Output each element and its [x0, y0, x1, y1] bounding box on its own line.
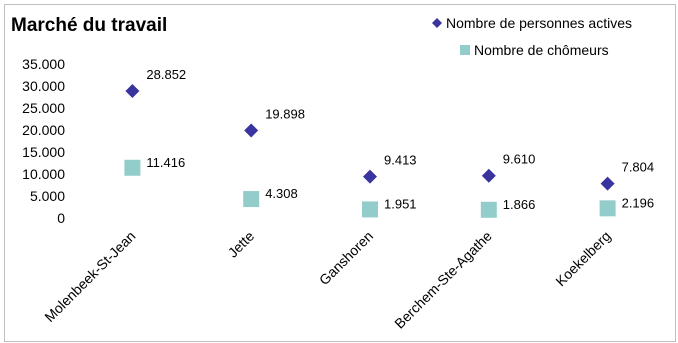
chart-marks: 28.852 19.898 9.413 9.610 7.804 11.416 4.308 1.…: [124, 67, 654, 218]
data-label-chomeurs: 11.416: [146, 155, 185, 170]
x-tick-label: Molenbeek-St-Jean: [41, 228, 138, 325]
data-label-chomeurs: 4.308: [265, 186, 298, 201]
data-label-actives: 19.898: [265, 106, 305, 121]
legend-label-actives: Nombre de personnes actives: [446, 15, 632, 31]
x-tick-label: Jette: [225, 228, 258, 261]
y-tick-label: 0: [57, 210, 65, 226]
y-tick-label: 10.000: [22, 166, 65, 182]
legend-label-chomeurs: Nombre de chômeurs: [474, 42, 609, 58]
point-actives: [363, 169, 377, 184]
point-actives: [481, 168, 496, 183]
point-actives: [125, 84, 140, 99]
y-tick-label: 20.000: [22, 122, 65, 138]
data-label-actives: 9.413: [384, 153, 417, 168]
x-tick-label: Koekelberg: [552, 228, 613, 289]
y-axis: 35.000 30.000 25.000 20.000 15.000 10.000 5.00…: [22, 56, 65, 226]
data-label-chomeurs: 2.196: [622, 195, 655, 210]
point-chomeurs: [124, 159, 141, 176]
chart-title: Marché du travail: [11, 15, 167, 36]
x-axis: Molenbeek-St-Jean Jette Ganshoren Berchem-S…: [41, 228, 613, 332]
x-tick-label: Ganshoren: [316, 228, 376, 288]
y-tick-label: 5.000: [30, 188, 65, 204]
data-label-actives: 28.852: [146, 67, 186, 82]
point-chomeurs: [480, 201, 497, 218]
chart-svg: Marché du travail Nombre de personnes ac…: [11, 15, 654, 332]
data-label-actives: 9.610: [503, 152, 536, 167]
legend-marker-chomeurs: [460, 45, 470, 55]
legend: Nombre de personnes actives Nombre de ch…: [432, 15, 632, 58]
data-label-actives: 7.804: [622, 160, 655, 175]
point-chomeurs: [599, 200, 616, 217]
y-tick-label: 15.000: [22, 144, 65, 160]
point-actives: [600, 176, 615, 191]
point-chomeurs: [362, 201, 378, 218]
point-chomeurs: [243, 191, 260, 208]
y-tick-label: 25.000: [22, 100, 65, 116]
chart-frame: Marché du travail Nombre de personnes ac…: [4, 4, 676, 342]
point-actives: [244, 123, 259, 138]
data-label-chomeurs: 1.951: [384, 196, 417, 211]
y-tick-label: 30.000: [22, 78, 65, 94]
data-label-chomeurs: 1.866: [503, 197, 536, 212]
x-tick-label: Berchem-Ste-Agathe: [391, 228, 495, 332]
legend-marker-actives: [432, 18, 442, 28]
y-tick-label: 35.000: [22, 56, 65, 72]
